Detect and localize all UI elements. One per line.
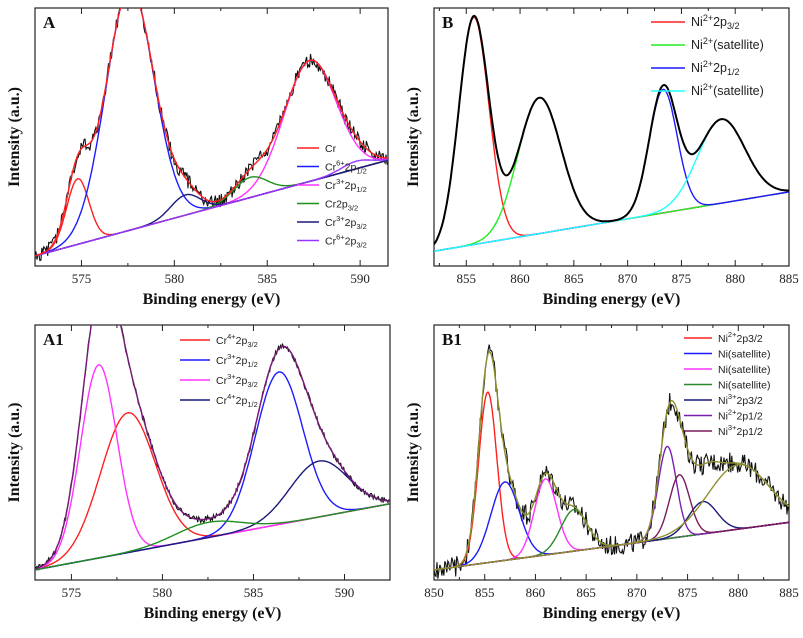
- x-tick-label: 870: [627, 585, 647, 600]
- legend-entry: Cr3+2p1/2: [325, 177, 367, 194]
- panel-label: A: [43, 13, 56, 32]
- legend-entry: Cr: [325, 143, 337, 155]
- plot-frame: [34, 7, 389, 267]
- component-peak-0: [35, 411, 390, 571]
- legend: Ni2+2p3/2 Ni2+(satellite) Ni2+2p1/2 Ni2+(sa…: [651, 13, 764, 98]
- component-peak-6: [434, 473, 789, 571]
- x-tick-label: 885: [779, 585, 799, 600]
- envelope-line: [35, 325, 390, 570]
- component-peak-3: [434, 118, 789, 252]
- panel-b1: 850 855 860 865 870 875 880 885 Binding energy (…: [405, 324, 799, 622]
- legend-entry: Ni3+2p1/2: [718, 423, 763, 438]
- x-axis-label: Binding energy (eV): [144, 605, 282, 622]
- legend-entry: Ni(satellite): [718, 380, 771, 392]
- component-peak-3: [35, 460, 390, 571]
- x-tick-label: 575: [72, 271, 92, 286]
- component-peak-1: [434, 481, 789, 571]
- legend-entry: Cr4+2p3/2: [216, 332, 258, 349]
- x-tick-label: 865: [576, 585, 596, 600]
- x-axis-label: Binding energy (eV): [543, 605, 681, 622]
- plot-frame: [34, 324, 391, 581]
- legend-entry: Cr3+2p3/2: [325, 214, 367, 231]
- legend: Cr4+2p3/2 Cr3+2p1/2 Cr3+2p3/2 Cr4+2p1/2: [180, 332, 258, 409]
- x-tick-label: 580: [153, 585, 173, 600]
- x-tick-label: 875: [678, 585, 698, 600]
- x-tick-label: 850: [424, 585, 444, 600]
- legend-entry: Cr4+2p1/2: [216, 392, 258, 409]
- x-tick-label: 885: [779, 271, 799, 286]
- component-peak-1: [35, 371, 390, 571]
- plot-area: [434, 14, 789, 252]
- panel-label: B: [442, 13, 453, 32]
- x-tick-label: 865: [564, 271, 584, 286]
- x-tick-label: 590: [335, 585, 355, 600]
- x-tick-label: 870: [618, 271, 638, 286]
- y-axis-label: Intensity (a.u.): [6, 402, 23, 502]
- legend: Ni2+2p3/2 Ni(satellite) Ni(satellite) Ni(sa…: [684, 330, 771, 438]
- legend-entry: Ni2+(satellite): [691, 82, 764, 98]
- legend-entry: Cr6+2p1/2: [325, 159, 367, 176]
- panel-a: 575 580 585 590 Binding energy (eV) Intensity…: [6, 7, 389, 308]
- envelope-line: [434, 14, 789, 245]
- y-axis-label: Intensity (a.u.): [6, 87, 23, 187]
- x-tick-label: 580: [165, 271, 185, 286]
- x-tick-label: 875: [672, 271, 692, 286]
- legend-entry: Ni2+(satellite): [691, 36, 764, 52]
- envelope-line: [35, 8, 388, 257]
- x-axis-label: Binding energy (eV): [143, 291, 281, 308]
- plot-area: [434, 344, 789, 579]
- legend-entry: Ni2+2p3/2: [691, 13, 740, 31]
- legend-entry: Cr3+2p3/2: [216, 372, 258, 389]
- x-axis-label: Binding energy (eV): [543, 291, 681, 308]
- x-tick-label: 860: [526, 585, 546, 600]
- component-peak-3: [434, 508, 789, 571]
- y-axis-label: Intensity (a.u.): [405, 87, 422, 187]
- component-peak-1: [434, 97, 789, 252]
- x-tick-label: 880: [729, 585, 749, 600]
- panel-label: B1: [442, 330, 462, 349]
- legend-entry: Cr6+2p3/2: [325, 233, 367, 250]
- legend-entry: Ni2+2p1/2: [691, 59, 740, 77]
- x-tick-label: 585: [244, 585, 264, 600]
- x-tick-label: 585: [257, 271, 277, 286]
- panel-a1: 575 580 585 590 Binding energy (eV) Intensity…: [6, 324, 391, 622]
- x-tick-label: 590: [350, 271, 370, 286]
- legend-entry: Ni2+2p3/2: [718, 330, 763, 345]
- legend-entry: Cr2p3/2: [325, 199, 358, 213]
- panel-b: 855 860 865 870 875 880 885 Binding energy (eV)…: [405, 7, 799, 308]
- y-axis-label: Intensity (a.u.): [405, 402, 422, 502]
- x-tick-label: 880: [725, 271, 745, 286]
- component-peak-4: [35, 503, 390, 571]
- plot-frame: [433, 7, 790, 267]
- x-tick-label: 575: [62, 585, 82, 600]
- legend-entry: Ni(satellite): [718, 349, 771, 361]
- legend-entry: Ni(satellite): [718, 364, 771, 376]
- legend-entry: Ni3+2p3/2: [718, 392, 763, 407]
- legend-entry: Ni2+2p1/2: [718, 408, 763, 423]
- x-tick-label: 855: [457, 271, 477, 286]
- plot-area: [35, 325, 390, 572]
- raw-spectrum-line: [35, 325, 390, 572]
- component-peak-2: [434, 88, 789, 252]
- panel-label: A1: [43, 330, 64, 349]
- x-tick-label: 855: [475, 585, 495, 600]
- envelope-line: [434, 350, 789, 571]
- component-peak-5: [35, 158, 388, 257]
- x-tick-label: 860: [510, 271, 530, 286]
- plot-area: [35, 8, 388, 262]
- legend-entry: Cr3+2p1/2: [216, 352, 258, 369]
- component-peak-4: [434, 500, 789, 571]
